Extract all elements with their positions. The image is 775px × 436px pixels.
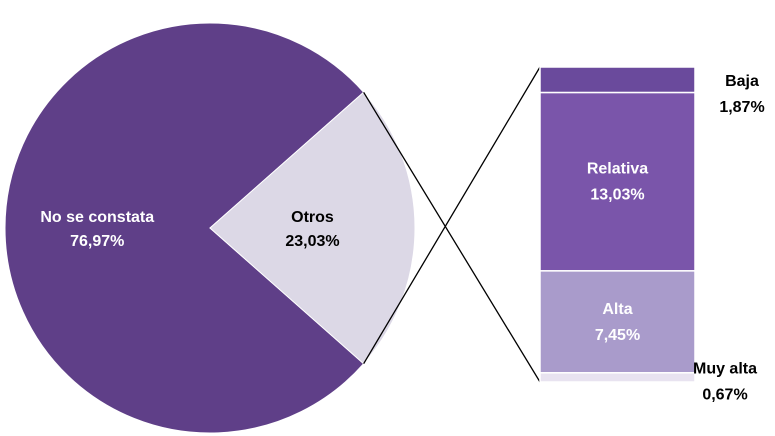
segment-label: Baja 1,87% — [719, 73, 764, 116]
bar-segment — [539, 372, 696, 383]
slice-value: 76,97% — [70, 233, 124, 250]
slice-label: Otros 23,03% — [285, 209, 339, 250]
segment-value: 7,45% — [595, 327, 640, 344]
segment-label: Alta 7,45% — [595, 301, 640, 344]
segment-name: Muy alta — [693, 361, 757, 378]
bar-segment — [539, 270, 696, 374]
slice-name: No se constata — [40, 209, 154, 226]
slice-value: 23,03% — [285, 233, 339, 250]
pie-slice — [209, 91, 416, 365]
slice-label: No se constata 76,97% — [40, 209, 154, 250]
pie-slice — [4, 22, 365, 434]
segment-name: Relativa — [587, 161, 648, 178]
segment-label: Relativa 13,03% — [587, 161, 648, 204]
connector — [363, 66, 541, 365]
segment-value: 13,03% — [590, 187, 644, 204]
segment-value: 0,67% — [702, 387, 747, 404]
segment-value: 1,87% — [719, 99, 764, 116]
segment-name: Baja — [725, 73, 759, 90]
slice-name: Otros — [291, 209, 334, 226]
segment-name: Alta — [602, 301, 632, 318]
connector — [363, 91, 541, 383]
bar-segment — [539, 66, 696, 94]
bar-segment — [539, 91, 696, 272]
segment-label: Muy alta 0,67% — [693, 361, 757, 404]
